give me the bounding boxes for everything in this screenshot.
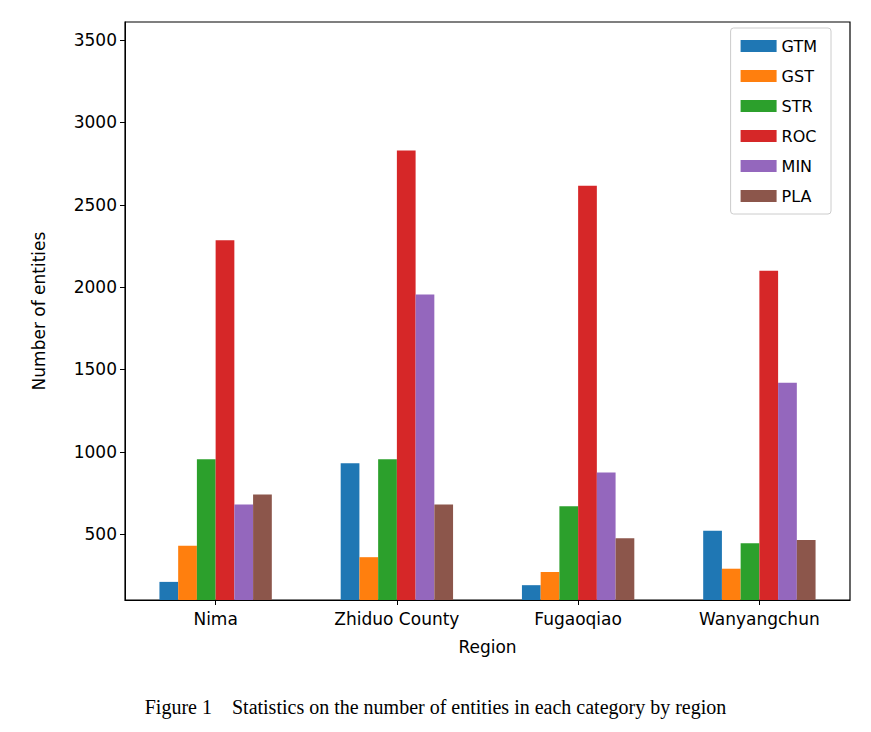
svg-text:Wanyangchun: Wanyangchun bbox=[699, 609, 820, 629]
svg-text:Figure 1 Statistics on the: Figure 1 Statistics on the number of ent… bbox=[145, 696, 727, 719]
svg-text:GTM: GTM bbox=[782, 37, 817, 56]
svg-text:MIN: MIN bbox=[782, 157, 813, 176]
svg-text:Fugaoqiao: Fugaoqiao bbox=[534, 609, 622, 629]
svg-text:3500: 3500 bbox=[74, 30, 117, 50]
svg-text:STR: STR bbox=[782, 97, 813, 116]
svg-text:3000: 3000 bbox=[74, 112, 117, 132]
svg-text:1500: 1500 bbox=[74, 359, 117, 379]
svg-text:2500: 2500 bbox=[74, 195, 117, 215]
svg-text:GST: GST bbox=[782, 67, 815, 86]
svg-text:Number of entities: Number of entities bbox=[29, 231, 49, 390]
svg-text:Region: Region bbox=[458, 637, 516, 657]
svg-text:Zhiduo County: Zhiduo County bbox=[334, 609, 459, 629]
svg-text:2000: 2000 bbox=[74, 277, 117, 297]
svg-text:PLA: PLA bbox=[782, 187, 812, 206]
svg-text:Nima: Nima bbox=[193, 609, 237, 629]
svg-text:1000: 1000 bbox=[74, 442, 117, 462]
svg-text:ROC: ROC bbox=[782, 127, 817, 146]
svg-text:500: 500 bbox=[85, 524, 117, 544]
